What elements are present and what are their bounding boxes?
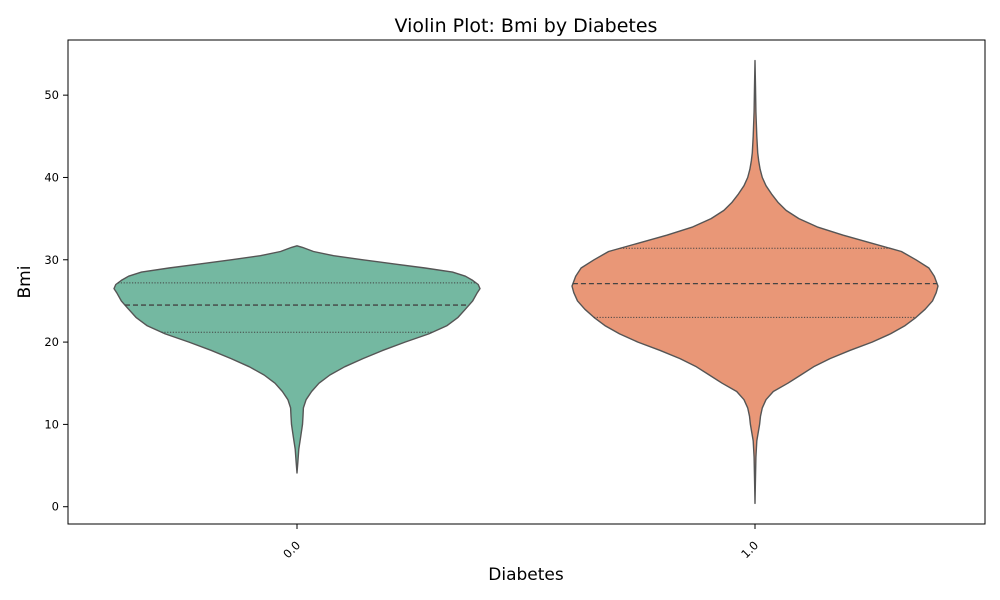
y-tick-label: 20 [44, 335, 59, 349]
x-tick-label: 1.0 [738, 538, 761, 561]
x-axis: 0.0 1.0 [280, 524, 761, 561]
plot-frame [67, 39, 986, 525]
y-tick-label: 30 [44, 253, 59, 267]
y-tick-label: 10 [44, 417, 59, 431]
violin-body-0.0 [113, 245, 481, 474]
y-axis: 0 10 20 30 40 50 [44, 88, 68, 514]
x-axis-title: Diabetes [488, 565, 564, 585]
x-tick-label: 0.0 [280, 538, 303, 561]
chart-title: Violin Plot: Bmi by Diabetes [395, 15, 658, 37]
violins-layer [113, 59, 939, 505]
y-axis-title: Bmi [15, 266, 35, 299]
violin-body-1.0 [571, 59, 939, 505]
y-tick-label: 40 [44, 170, 59, 184]
y-tick-label: 0 [52, 500, 59, 514]
y-tick-label: 50 [44, 88, 59, 102]
